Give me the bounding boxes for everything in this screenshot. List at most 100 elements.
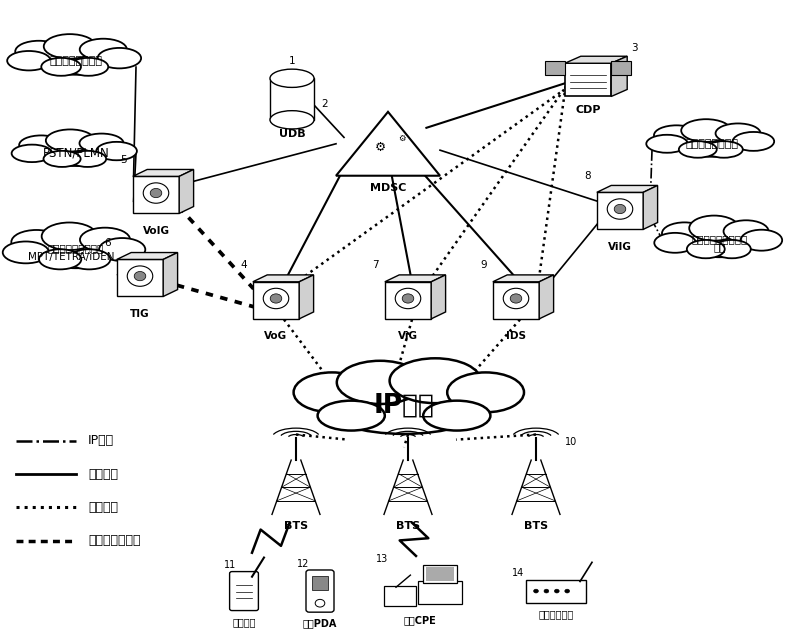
Polygon shape xyxy=(117,259,163,296)
Ellipse shape xyxy=(270,111,314,129)
Text: 8: 8 xyxy=(585,171,591,181)
Ellipse shape xyxy=(402,294,414,303)
Text: ViG: ViG xyxy=(398,331,418,341)
Ellipse shape xyxy=(44,141,108,166)
Polygon shape xyxy=(545,61,565,75)
Text: 13: 13 xyxy=(376,554,388,564)
Ellipse shape xyxy=(2,242,49,263)
Text: ⚙: ⚙ xyxy=(398,134,406,143)
Text: 3: 3 xyxy=(631,43,638,53)
Ellipse shape xyxy=(270,69,314,88)
Ellipse shape xyxy=(607,199,633,219)
Polygon shape xyxy=(539,275,554,319)
Ellipse shape xyxy=(40,236,112,268)
Polygon shape xyxy=(643,185,658,229)
Ellipse shape xyxy=(98,48,141,68)
Polygon shape xyxy=(385,275,446,282)
Ellipse shape xyxy=(270,294,282,303)
Polygon shape xyxy=(493,275,554,282)
Polygon shape xyxy=(133,176,179,213)
Ellipse shape xyxy=(46,130,94,151)
Text: 集群PDA: 集群PDA xyxy=(303,618,337,628)
Text: MPT/TETRA/iDEN...: MPT/TETRA/iDEN... xyxy=(28,252,124,262)
Ellipse shape xyxy=(662,222,707,244)
Polygon shape xyxy=(565,56,627,63)
Text: IP链路: IP链路 xyxy=(88,435,114,447)
Text: BTS: BTS xyxy=(396,521,420,531)
Polygon shape xyxy=(253,275,314,282)
Text: 14: 14 xyxy=(512,568,524,578)
Ellipse shape xyxy=(96,142,137,160)
Ellipse shape xyxy=(614,204,626,213)
Ellipse shape xyxy=(326,384,482,434)
Ellipse shape xyxy=(270,69,314,88)
Ellipse shape xyxy=(390,358,481,403)
Polygon shape xyxy=(431,275,446,319)
FancyBboxPatch shape xyxy=(384,586,416,606)
Text: IP网络: IP网络 xyxy=(374,393,434,419)
Ellipse shape xyxy=(19,135,63,155)
Ellipse shape xyxy=(12,144,52,162)
FancyBboxPatch shape xyxy=(418,581,462,604)
Ellipse shape xyxy=(263,288,289,309)
Text: 其它多媒体信息发布: 其它多媒体信息发布 xyxy=(692,234,748,244)
Text: 其它集群通信系统：: 其它集群通信系统： xyxy=(48,243,104,253)
Ellipse shape xyxy=(69,151,106,167)
Ellipse shape xyxy=(7,51,50,70)
FancyBboxPatch shape xyxy=(426,567,454,581)
Text: VoIG: VoIG xyxy=(142,226,170,236)
Polygon shape xyxy=(179,169,194,213)
Ellipse shape xyxy=(15,41,62,62)
Ellipse shape xyxy=(68,249,110,270)
Ellipse shape xyxy=(42,222,97,250)
Text: 1: 1 xyxy=(289,56,295,66)
Polygon shape xyxy=(597,185,658,192)
Ellipse shape xyxy=(42,47,110,75)
Text: TIG: TIG xyxy=(130,309,150,319)
Ellipse shape xyxy=(646,135,688,153)
Text: 5: 5 xyxy=(121,155,127,165)
Polygon shape xyxy=(117,252,178,259)
Ellipse shape xyxy=(679,131,745,157)
Text: 9: 9 xyxy=(481,260,487,270)
Polygon shape xyxy=(336,112,440,176)
FancyBboxPatch shape xyxy=(306,570,334,612)
Ellipse shape xyxy=(80,39,127,60)
Ellipse shape xyxy=(294,373,370,412)
FancyBboxPatch shape xyxy=(230,571,258,611)
Polygon shape xyxy=(299,275,314,319)
Ellipse shape xyxy=(654,233,696,253)
FancyBboxPatch shape xyxy=(423,565,457,583)
Text: IDS: IDS xyxy=(506,331,526,341)
Text: MDSC: MDSC xyxy=(370,183,406,194)
Polygon shape xyxy=(253,282,299,319)
Ellipse shape xyxy=(687,240,725,258)
Ellipse shape xyxy=(687,228,753,258)
Circle shape xyxy=(534,589,538,593)
Ellipse shape xyxy=(99,238,146,261)
Polygon shape xyxy=(611,56,627,96)
Text: 集群手台: 集群手台 xyxy=(232,617,256,627)
Ellipse shape xyxy=(134,272,146,281)
Ellipse shape xyxy=(715,123,761,143)
Ellipse shape xyxy=(682,119,731,142)
Text: 11: 11 xyxy=(224,560,236,570)
Text: 其它会议电话系统: 其它会议电话系统 xyxy=(50,56,102,66)
Polygon shape xyxy=(565,63,611,96)
Ellipse shape xyxy=(43,151,81,167)
FancyBboxPatch shape xyxy=(312,576,329,590)
Polygon shape xyxy=(385,282,431,319)
Circle shape xyxy=(315,599,325,607)
Ellipse shape xyxy=(80,227,130,252)
Ellipse shape xyxy=(44,34,96,59)
Text: 2: 2 xyxy=(322,98,328,109)
Ellipse shape xyxy=(143,183,169,203)
Ellipse shape xyxy=(447,373,524,412)
Ellipse shape xyxy=(423,401,490,431)
Circle shape xyxy=(565,589,570,593)
Ellipse shape xyxy=(705,141,742,158)
Text: 6: 6 xyxy=(105,238,111,248)
Polygon shape xyxy=(493,282,539,319)
Polygon shape xyxy=(163,252,178,296)
Ellipse shape xyxy=(713,240,750,258)
